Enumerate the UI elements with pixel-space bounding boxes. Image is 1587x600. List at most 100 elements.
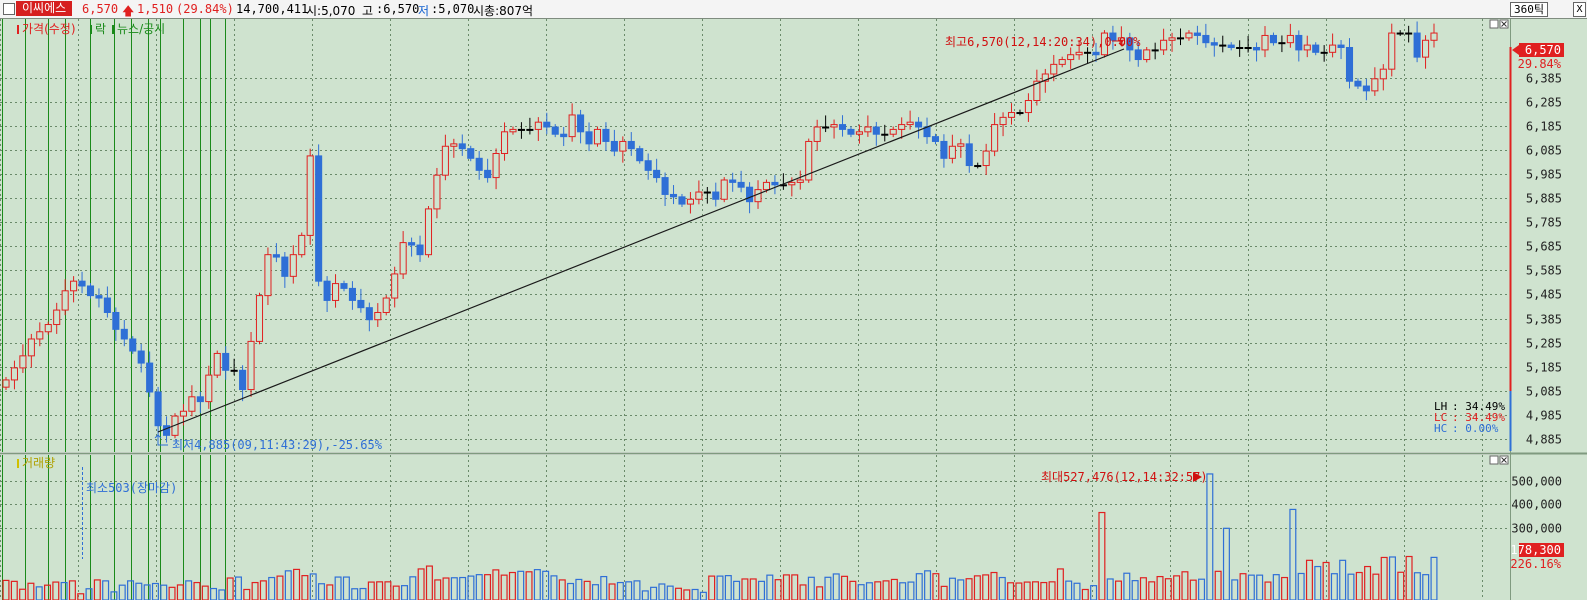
candle-body [120, 328, 128, 340]
candle-body [154, 391, 162, 427]
stat-lh-label: LH [1434, 400, 1447, 413]
candle-body [813, 126, 821, 142]
volume-bar [567, 582, 575, 600]
candle-body [1100, 32, 1109, 56]
candle-body [1320, 51, 1328, 54]
candle-body [991, 124, 999, 152]
candle-body [10, 367, 18, 381]
volume-bar [982, 574, 990, 600]
volume-axis: 300,000 400,000 500,000 [1511, 475, 1562, 536]
volume-bar [1322, 561, 1330, 600]
candle-body [1278, 42, 1286, 45]
legend-volume-marker [17, 459, 19, 468]
price-pane-minimize-button[interactable] [1489, 19, 1499, 29]
candle-body [957, 143, 965, 147]
candle-body [915, 121, 923, 128]
high-label: 고 [362, 4, 374, 18]
stock-name[interactable]: 이씨에스 [16, 1, 73, 16]
candle-body [27, 338, 35, 357]
high-annotation: 최고6,570(12,14:20:34),0.00% [945, 35, 1141, 49]
up-arrow-icon: 🡅 [122, 4, 135, 18]
volume-pane-minimize-button[interactable] [1489, 455, 1499, 465]
stock-chart[interactable]: 4,885 4,985 5,085 5,185 5,285 5,385 5,485 5,585… [0, 19, 1587, 600]
volume-bar [940, 585, 948, 600]
candle-body [323, 280, 331, 301]
volume-bar [1139, 577, 1147, 600]
volume-bar [1115, 580, 1123, 600]
candle-body [1007, 112, 1016, 118]
candle-body [534, 121, 542, 130]
candle-body [746, 186, 754, 203]
legend-price-marker [17, 25, 19, 34]
candle-body [1362, 85, 1370, 92]
volume-bar [807, 576, 815, 600]
price-tick-label: 5,885 [1526, 192, 1562, 206]
candle-body [416, 244, 424, 256]
candle-body [1050, 63, 1058, 75]
volume-bar [52, 581, 60, 600]
candle-body [95, 295, 103, 299]
candle-body [830, 124, 838, 128]
candle-body [272, 254, 280, 258]
select-checkbox[interactable] [3, 3, 15, 15]
candle-body [720, 179, 728, 200]
candle-body [1227, 44, 1235, 48]
candle-body [796, 179, 804, 183]
candle-body [205, 374, 213, 403]
candle-body [1236, 46, 1244, 49]
legend-news[interactable]: 뉴스/공시 [117, 22, 165, 36]
candle-body [695, 191, 703, 200]
volume-bar [85, 588, 93, 600]
tick-interval-button[interactable]: 360틱 [1510, 2, 1548, 17]
candle-body [441, 145, 449, 176]
candle-body [408, 242, 416, 246]
candle-body [196, 396, 204, 403]
market-cap: 시총:807억 [473, 4, 534, 18]
volume-bar [1015, 582, 1023, 600]
legend-ex-right[interactable]: 락 [95, 22, 106, 36]
candle-body [1024, 99, 1032, 114]
candle-body [433, 174, 441, 210]
volume-bar [650, 586, 658, 600]
candle-body [881, 133, 889, 136]
legend-volume[interactable]: 거래량 [22, 456, 55, 470]
candle-body [551, 126, 559, 135]
candle-body [965, 143, 973, 167]
volume-bar [1222, 527, 1230, 600]
volume-bar [19, 588, 27, 600]
axis-background [1510, 19, 1587, 600]
candle-body [906, 121, 914, 126]
candle-body [847, 128, 855, 135]
candle-body [1396, 32, 1404, 35]
volume-bar [1023, 581, 1031, 600]
candle-body [686, 198, 694, 205]
candle-body [1075, 51, 1083, 56]
candle-body [864, 126, 872, 133]
candle-body [1067, 54, 1075, 61]
stat-lh-value: : 34.49% [1452, 400, 1505, 413]
candle-body [391, 273, 399, 299]
candle-body [1084, 51, 1092, 54]
max-volume-annotation: 최대527,476(12,14:32:57) [1041, 470, 1208, 484]
volume-bar [251, 581, 259, 600]
price-tick-label: 5,385 [1526, 313, 1562, 327]
low-annotation: 최저4,885(09,11:43:29),-25.65% [172, 438, 383, 452]
candle-body [1413, 32, 1421, 58]
candle-body [1379, 68, 1387, 80]
trend-line[interactable] [157, 48, 1125, 433]
candle-body [1185, 32, 1193, 39]
price-tick-label: 5,685 [1526, 240, 1562, 254]
current-volume-tag-box [1519, 543, 1564, 557]
candle-body [500, 131, 509, 154]
legend-price[interactable]: 가격(수정) [22, 22, 76, 36]
min-volume-annotation: 최소503(장마감) [86, 481, 177, 495]
candle-body [585, 131, 593, 145]
volume-bar [1065, 580, 1073, 600]
candle-body [593, 128, 602, 145]
price-tick-label: 6,285 [1526, 96, 1562, 110]
candle-body [1430, 32, 1438, 41]
candle-body [1269, 34, 1277, 44]
close-button[interactable]: X [1573, 2, 1586, 17]
candle-body [526, 128, 534, 131]
candle-body [1109, 32, 1117, 41]
